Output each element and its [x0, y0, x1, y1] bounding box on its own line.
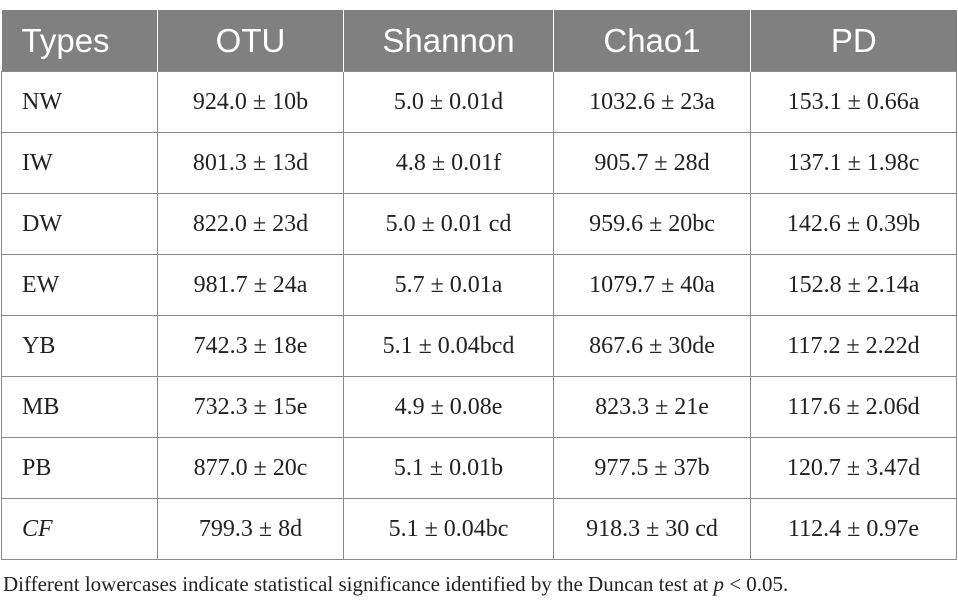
cell-shannon: 5.0 ± 0.01d	[343, 71, 554, 133]
footnote-text: Different lowercases indicate statistica…	[3, 572, 714, 596]
cell-otu: 877.0 ± 20c	[157, 437, 344, 499]
cell-pd: 153.1 ± 0.66a	[750, 71, 957, 133]
cell-pd: 142.6 ± 0.39b	[750, 193, 957, 255]
table-row: EW 981.7 ± 24a 5.7 ± 0.01a 1079.7 ± 40a …	[1, 254, 957, 316]
cell-shannon: 5.1 ± 0.01b	[343, 437, 554, 499]
cell-type: YB	[1, 315, 158, 377]
cell-otu: 822.0 ± 23d	[157, 193, 344, 255]
cell-pd: 117.6 ± 2.06d	[750, 376, 957, 438]
cell-type: CF	[1, 498, 158, 560]
cell-otu: 742.3 ± 18e	[157, 315, 344, 377]
cell-chao1: 918.3 ± 30 cd	[553, 498, 751, 560]
cell-otu: 801.3 ± 13d	[157, 132, 344, 194]
cell-pd: 112.4 ± 0.97e	[750, 498, 957, 560]
cell-shannon: 4.8 ± 0.01f	[343, 132, 554, 194]
table-row: MB 732.3 ± 15e 4.9 ± 0.08e 823.3 ± 21e 1…	[1, 376, 957, 438]
cell-pd: 137.1 ± 1.98c	[750, 132, 957, 194]
cell-shannon: 5.7 ± 0.01a	[343, 254, 554, 316]
cell-pd: 152.8 ± 2.14a	[750, 254, 957, 316]
cell-chao1: 977.5 ± 37b	[553, 437, 751, 499]
cell-shannon: 5.0 ± 0.01 cd	[343, 193, 554, 255]
header-chao1: Chao1	[553, 10, 751, 72]
cell-type: IW	[1, 132, 158, 194]
alpha-diversity-table: Types OTU Shannon Chao1 PD NW 924.0 ± 10…	[1, 10, 957, 560]
header-pd: PD	[750, 10, 957, 72]
cell-shannon: 4.9 ± 0.08e	[343, 376, 554, 438]
cell-chao1: 959.6 ± 20bc	[553, 193, 751, 255]
header-row: Types OTU Shannon Chao1 PD	[1, 10, 957, 72]
table-row: IW 801.3 ± 13d 4.8 ± 0.01f 905.7 ± 28d 1…	[1, 132, 957, 194]
cell-chao1: 905.7 ± 28d	[553, 132, 751, 194]
cell-otu: 981.7 ± 24a	[157, 254, 344, 316]
cell-type: NW	[1, 71, 158, 133]
cell-type: EW	[1, 254, 158, 316]
table-row: YB 742.3 ± 18e 5.1 ± 0.04bcd 867.6 ± 30d…	[1, 315, 957, 377]
table-row: PB 877.0 ± 20c 5.1 ± 0.01b 977.5 ± 37b 1…	[1, 437, 957, 499]
footnote-p-symbol: p	[713, 572, 724, 596]
cell-type: PB	[1, 437, 158, 499]
cell-pd: 117.2 ± 2.22d	[750, 315, 957, 377]
header-shannon: Shannon	[343, 10, 554, 72]
table-footnote: Different lowercases indicate statistica…	[3, 572, 958, 597]
footnote-threshold: < 0.05.	[723, 572, 789, 596]
cell-chao1: 1032.6 ± 23a	[553, 71, 751, 133]
data-table-container: Types OTU Shannon Chao1 PD NW 924.0 ± 10…	[1, 10, 957, 560]
cell-type: MB	[1, 376, 158, 438]
cell-chao1: 823.3 ± 21e	[553, 376, 751, 438]
cell-pd: 120.7 ± 3.47d	[750, 437, 957, 499]
table-row: CF 799.3 ± 8d 5.1 ± 0.04bc 918.3 ± 30 cd…	[1, 498, 957, 560]
header-otu: OTU	[157, 10, 344, 72]
cell-otu: 732.3 ± 15e	[157, 376, 344, 438]
cell-chao1: 867.6 ± 30de	[553, 315, 751, 377]
table-row: DW 822.0 ± 23d 5.0 ± 0.01 cd 959.6 ± 20b…	[1, 193, 957, 255]
cell-shannon: 5.1 ± 0.04bcd	[343, 315, 554, 377]
cell-shannon: 5.1 ± 0.04bc	[343, 498, 554, 560]
cell-otu: 924.0 ± 10b	[157, 71, 344, 133]
cell-otu: 799.3 ± 8d	[157, 498, 344, 560]
table-row: NW 924.0 ± 10b 5.0 ± 0.01d 1032.6 ± 23a …	[1, 71, 957, 133]
cell-type: DW	[1, 193, 158, 255]
cell-chao1: 1079.7 ± 40a	[553, 254, 751, 316]
header-types: Types	[1, 10, 158, 72]
